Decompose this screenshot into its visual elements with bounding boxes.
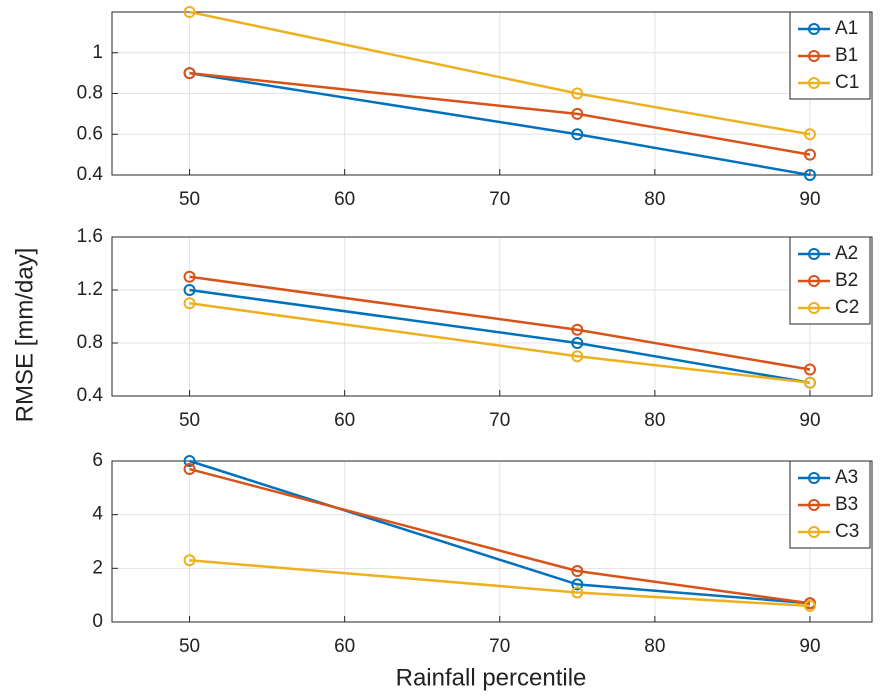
x-tick-label: 90 (799, 189, 820, 210)
x-tick-label: 50 (179, 189, 200, 210)
x-tick-label: 50 (179, 636, 200, 657)
marker (571, 565, 584, 578)
x-axis-label: Rainfall percentile (396, 664, 587, 691)
y-tick-label: 0 (92, 611, 103, 632)
marker (183, 284, 196, 296)
x-tick-label: 60 (334, 410, 355, 431)
series-line (189, 71, 811, 156)
series-line (189, 302, 811, 384)
y-tick-label: 4 (92, 504, 103, 525)
marker (571, 337, 584, 349)
marker (183, 297, 196, 310)
legend-label: A2 (835, 243, 858, 264)
marker (571, 578, 584, 591)
marker (183, 67, 196, 80)
legend-marker (808, 472, 820, 484)
y-tick-label: 6 (92, 450, 103, 471)
x-tick-label: 80 (644, 636, 665, 657)
marker (571, 128, 584, 141)
marker (571, 586, 584, 599)
legend-label: B1 (835, 45, 858, 66)
marker (571, 107, 584, 120)
marker (183, 554, 196, 567)
legend-marker (808, 526, 820, 538)
series-line (189, 10, 811, 136)
legend-label: A3 (835, 467, 858, 488)
legend-marker (808, 499, 820, 511)
marker (183, 6, 196, 18)
marker (803, 599, 816, 612)
marker (803, 148, 816, 161)
y-tick-label: 1.6 (77, 226, 103, 247)
x-tick-label: 80 (644, 189, 665, 210)
marker (803, 169, 816, 181)
axes-box (111, 236, 873, 397)
marker (183, 455, 196, 467)
y-tick-label: 1 (92, 42, 103, 63)
marker (803, 376, 816, 389)
y-tick-label: 1.2 (77, 279, 103, 300)
x-tick-label: 60 (334, 189, 355, 210)
x-tick-label: 80 (644, 410, 665, 431)
y-axis-label: RMSE [mm/day] (11, 248, 38, 423)
legend-marker (808, 302, 820, 314)
x-tick-label: 70 (489, 410, 510, 431)
marker (571, 350, 584, 363)
marker (571, 323, 584, 336)
x-tick-label: 90 (799, 636, 820, 657)
legend-marker (808, 275, 820, 287)
series-line (189, 71, 811, 177)
marker (803, 363, 816, 376)
marker (183, 270, 196, 283)
y-tick-label: 0.6 (77, 123, 103, 144)
legend-marker (808, 50, 820, 62)
x-tick-label: 60 (334, 636, 355, 657)
marker (571, 87, 584, 100)
axes-box (111, 460, 873, 623)
legend-marker (808, 23, 820, 35)
legend-label: C2 (835, 297, 859, 318)
series-line (189, 288, 811, 384)
y-tick-label: 2 (92, 557, 103, 578)
legend-label: C3 (835, 521, 859, 542)
series-line (189, 275, 811, 371)
series-line (189, 559, 811, 608)
marker (183, 463, 196, 476)
series-line (189, 467, 811, 605)
x-tick-label: 70 (489, 636, 510, 657)
plot-area (112, 237, 872, 396)
y-tick-label: 0.4 (77, 164, 104, 185)
legend-label: B3 (835, 494, 858, 515)
legend-label: C1 (835, 72, 859, 93)
x-tick-label: 70 (489, 189, 510, 210)
y-tick-label: 0.8 (77, 332, 103, 353)
y-tick-label: 0.4 (77, 385, 104, 406)
x-tick-label: 50 (179, 410, 200, 431)
legend-label: A1 (835, 18, 858, 39)
legend-marker (808, 77, 820, 89)
x-tick-label: 90 (799, 410, 820, 431)
marker (803, 128, 816, 141)
axes-box (111, 11, 873, 176)
legend-label: B2 (835, 270, 858, 291)
y-tick-label: 0.8 (77, 83, 103, 104)
legend-marker (808, 248, 820, 260)
